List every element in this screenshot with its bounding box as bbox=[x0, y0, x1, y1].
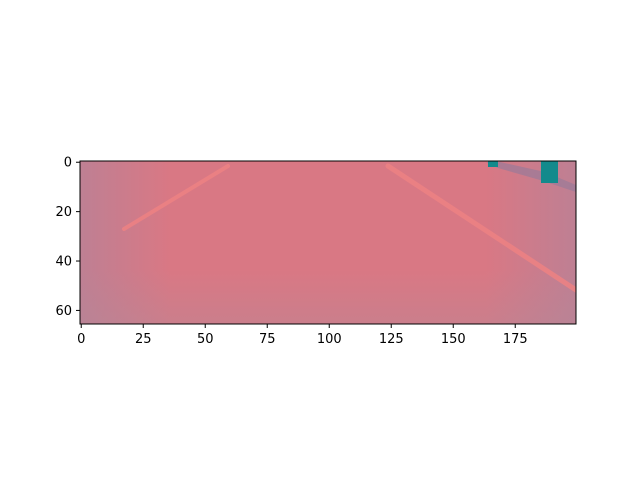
stripe-right bbox=[385, 163, 576, 293]
y-tick-label: 20 bbox=[55, 205, 72, 220]
y-tick-label: 0 bbox=[64, 156, 72, 171]
x-tick-label: 50 bbox=[197, 332, 214, 347]
x-tick-label: 0 bbox=[77, 332, 85, 347]
x-axis: 0 25 50 75 100 125 150 175 bbox=[77, 324, 528, 347]
vignette-bottom bbox=[80, 270, 576, 324]
stripe-left bbox=[122, 164, 230, 231]
x-tick-label: 75 bbox=[259, 332, 276, 347]
teal-object-small bbox=[488, 161, 498, 167]
x-tick-label: 25 bbox=[135, 332, 152, 347]
x-tick-label: 125 bbox=[379, 332, 404, 347]
axes-frame bbox=[79, 160, 577, 325]
shadow-object bbox=[486, 162, 576, 192]
y-tick-label: 40 bbox=[55, 255, 72, 270]
y-axis: 0 20 40 60 bbox=[55, 156, 80, 319]
y-tick-label: 60 bbox=[55, 304, 72, 319]
x-tick-label: 175 bbox=[503, 332, 528, 347]
x-tick-label: 100 bbox=[317, 332, 342, 347]
image-area bbox=[80, 161, 576, 324]
x-tick-label: 150 bbox=[441, 332, 466, 347]
teal-object bbox=[541, 161, 558, 183]
